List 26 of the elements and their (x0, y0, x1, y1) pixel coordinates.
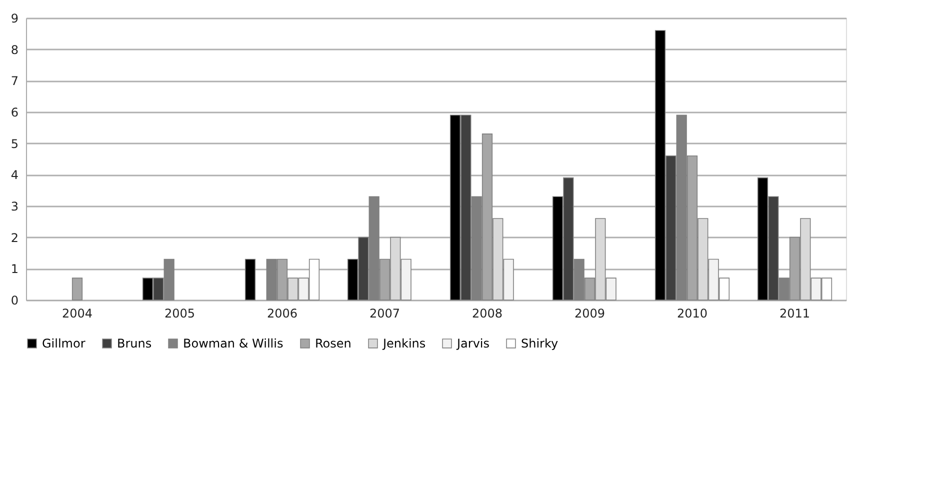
legend-label: Bruns (117, 336, 152, 350)
y-tick-label: 8 (10, 42, 18, 57)
x-tick-label: 2004 (62, 306, 93, 320)
y-tick-label: 3 (10, 200, 18, 214)
x-tick-label: 2010 (676, 306, 708, 320)
y-tick-label: 9 (10, 12, 18, 26)
legend-label: Shirky (521, 336, 558, 350)
legend-label: Gillmor (42, 336, 86, 350)
y-tick-label: 7 (10, 74, 18, 88)
bar (244, 258, 256, 300)
x-tick-label: 2007 (369, 306, 400, 320)
legend-label: Jenkins (382, 336, 426, 350)
y-tick-label: 4 (10, 168, 18, 182)
legend-label: Bowman & Willis (183, 336, 284, 350)
legend-label: Rosen (315, 336, 352, 350)
legend-label: Jarvis (456, 336, 490, 350)
x-tick-label: 2005 (164, 306, 196, 320)
x-tick-label: 2011 (779, 306, 810, 320)
x-tick-label: 2008 (472, 306, 503, 320)
x-tick-label: 2006 (266, 306, 298, 320)
y-tick-label: 2 (10, 230, 18, 245)
y-tick-label: 6 (10, 106, 18, 120)
x-tick-label: 2009 (574, 306, 606, 320)
y-tick-label: 1 (10, 262, 18, 276)
y-tick-label: 0 (10, 294, 18, 308)
y-tick-label: 5 (10, 136, 18, 151)
